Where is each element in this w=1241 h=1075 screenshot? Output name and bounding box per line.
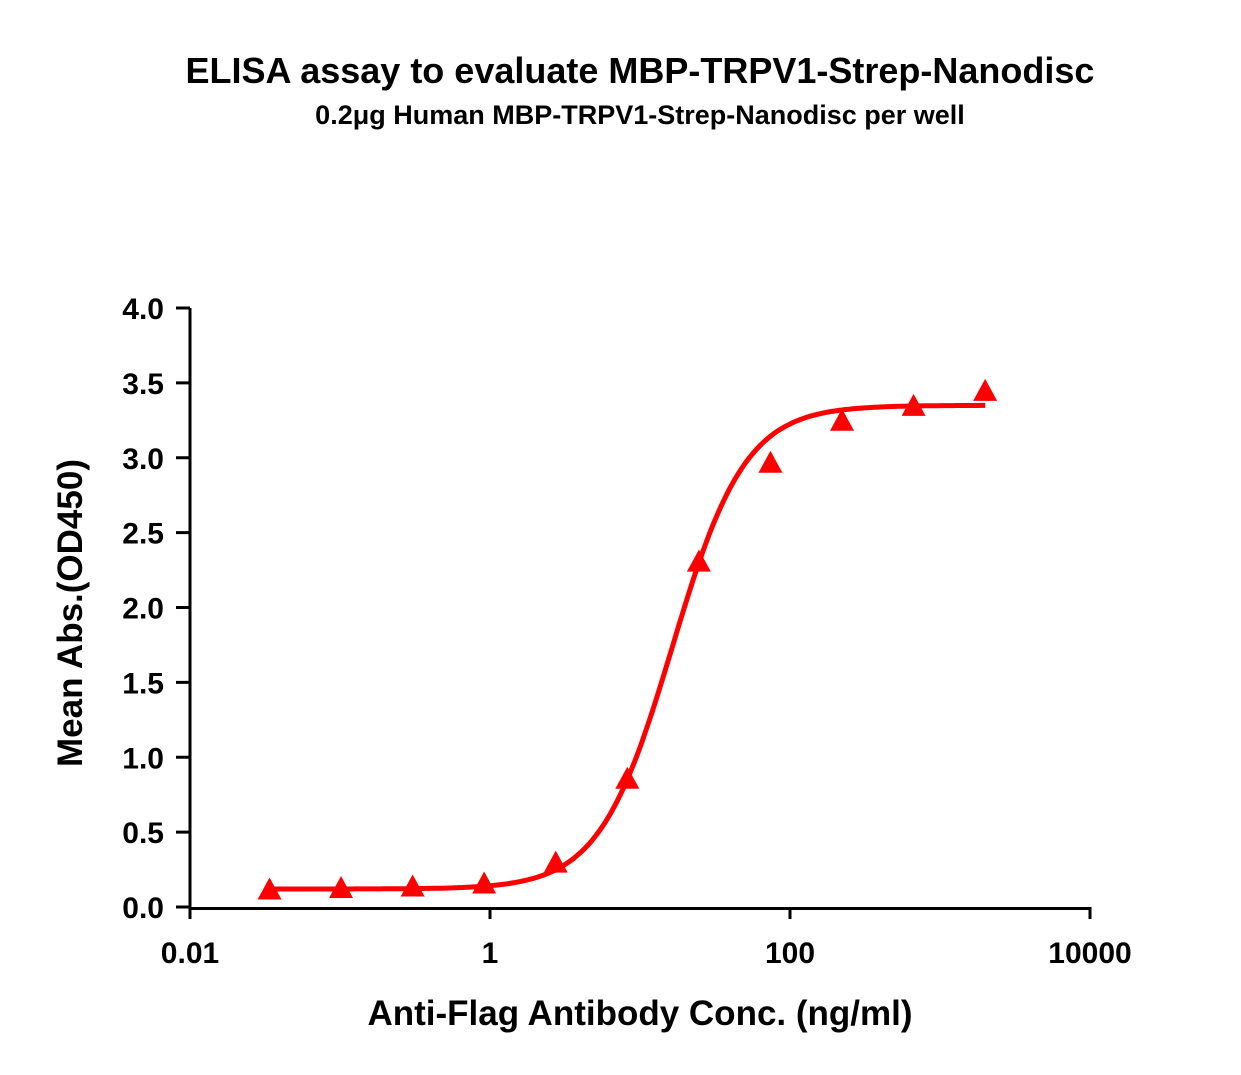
y-tick-label: 0.0 — [122, 892, 164, 925]
y-tick-label: 1.5 — [122, 667, 164, 700]
chart-subtitle: 0.2μg Human MBP-TRPV1-Strep-Nanodisc per… — [315, 100, 965, 130]
data-point — [973, 378, 998, 401]
y-tick-label: 0.5 — [122, 817, 164, 850]
fit-curve — [269, 402, 986, 892]
data-point — [686, 549, 711, 572]
y-tick-label: 2.5 — [122, 518, 164, 551]
y-tick-label: 3.0 — [122, 443, 164, 476]
y-tick-label: 1.0 — [122, 742, 164, 775]
x-tick-label: 10000 — [1048, 937, 1131, 970]
x-tick-label: 1 — [482, 937, 499, 970]
data-point — [257, 877, 282, 900]
data-point — [830, 408, 855, 431]
y-tick-label: 4.0 — [122, 293, 164, 326]
y-tick-label: 2.0 — [122, 593, 164, 626]
data-point — [901, 393, 926, 416]
data-point — [329, 876, 354, 899]
chart-title: ELISA assay to evaluate MBP-TRPV1-Strep-… — [185, 50, 1095, 91]
x-tick-label: 100 — [765, 937, 815, 970]
data-point — [543, 850, 568, 873]
data-point — [400, 874, 425, 897]
data-point — [758, 450, 783, 473]
y-axis-label: Mean Abs.(OD450) — [51, 459, 90, 767]
data-point — [472, 871, 497, 894]
data-point — [615, 766, 640, 789]
x-tick-label: 0.01 — [161, 937, 219, 970]
x-axis-label: Anti-Flag Antibody Conc. (ng/ml) — [367, 994, 912, 1033]
y-tick-label: 3.5 — [122, 368, 164, 401]
